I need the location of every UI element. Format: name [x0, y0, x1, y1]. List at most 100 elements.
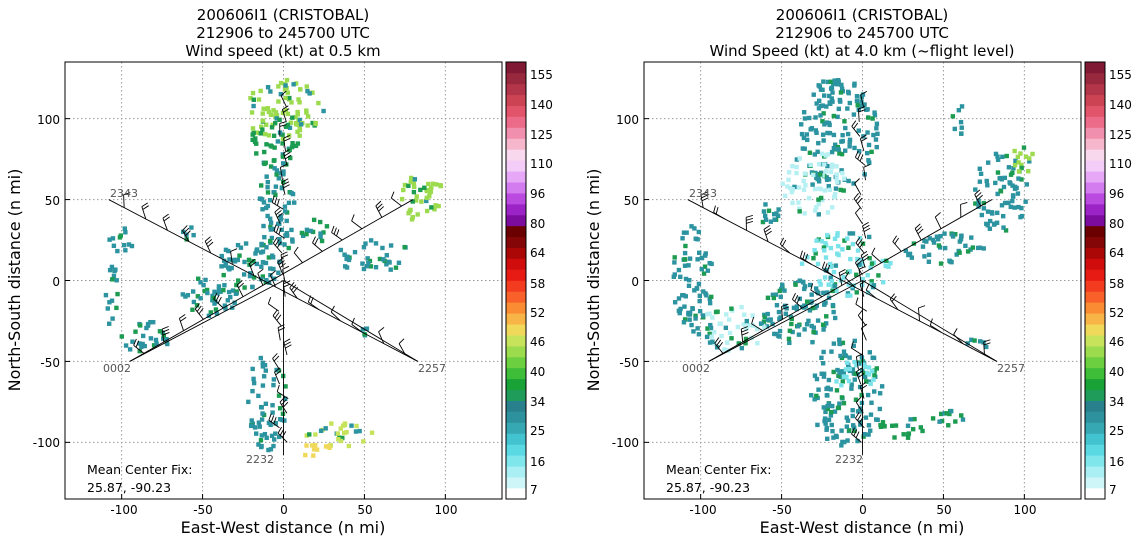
- wind-barb-staff: [283, 342, 288, 356]
- rain-cell: [816, 98, 822, 103]
- rain-cell: [341, 430, 347, 436]
- wind-barb-flag: [983, 342, 991, 346]
- wind-barb-staff: [378, 331, 385, 344]
- rain-cell: [834, 164, 839, 169]
- rain-cell: [401, 187, 406, 193]
- rain-cell: [697, 293, 703, 298]
- rain-cell: [847, 139, 852, 145]
- rain-cell: [260, 118, 266, 123]
- wind-barb-flag: [280, 90, 287, 96]
- rain-cell: [225, 298, 231, 303]
- rain-cell: [777, 334, 782, 339]
- rain-cell: [672, 272, 677, 277]
- wind-barb-staff: [857, 108, 860, 122]
- rain-cell: [735, 324, 741, 330]
- wind-barb-flag: [714, 337, 720, 344]
- rain-cell: [981, 246, 986, 251]
- rain-cell: [250, 284, 255, 290]
- colorbar-tick-label: 96: [1109, 187, 1124, 201]
- wind-barb-staff: [281, 109, 287, 123]
- rain-cell: [252, 425, 258, 430]
- rain-cell: [998, 189, 1004, 194]
- rain-cell: [189, 225, 194, 230]
- wind-barb-flag: [891, 295, 897, 302]
- rain-cell: [786, 170, 792, 175]
- rain-cell: [671, 274, 677, 280]
- rain-cell: [264, 174, 269, 179]
- wind-barb-flag: [855, 195, 861, 202]
- colorbar-tick-label: 52: [1109, 306, 1124, 320]
- rain-cell: [826, 417, 832, 423]
- rain-cell: [870, 368, 875, 374]
- rain-cell: [432, 207, 437, 212]
- wind-barb-flag: [276, 241, 282, 248]
- rain-cell: [699, 255, 705, 261]
- rain-cell: [262, 131, 268, 137]
- rain-cell: [310, 229, 316, 235]
- rain-cell: [1002, 200, 1008, 206]
- rain-cell: [686, 263, 691, 268]
- rain-cell: [865, 150, 870, 156]
- rain-cell: [805, 254, 810, 260]
- rain-cell: [148, 319, 153, 325]
- wind-barb-flag: [135, 340, 140, 348]
- rain-cell: [338, 426, 343, 431]
- x-tick-label: -50: [193, 503, 213, 517]
- rain-cell: [867, 350, 873, 355]
- rain-cell: [814, 204, 819, 210]
- rain-cell: [304, 84, 309, 89]
- rain-cell: [837, 401, 842, 406]
- rain-cell: [283, 83, 288, 88]
- wind-barb-flag: [217, 296, 222, 304]
- rain-cell: [317, 219, 323, 225]
- wind-barb-staff: [273, 230, 285, 239]
- rain-cell: [285, 233, 290, 238]
- wind-barb: [283, 134, 291, 152]
- colorbar-swatch: [1085, 236, 1105, 249]
- rain-cell: [835, 146, 840, 152]
- rain-cell: [762, 314, 767, 320]
- rain-cell: [846, 428, 852, 433]
- wind-barb-flag: [275, 209, 282, 216]
- wind-barb: [850, 341, 863, 356]
- rain-cell: [801, 187, 807, 192]
- rain-cell: [280, 152, 285, 157]
- colorbar: [505, 61, 527, 500]
- wind-barb: [279, 396, 289, 414]
- rain-cell: [271, 133, 277, 138]
- rain-cell: [264, 205, 269, 211]
- colorbar-tick-label: 110: [1109, 157, 1132, 171]
- wind-barb: [178, 314, 187, 331]
- rain-cell: [880, 280, 886, 285]
- rain-cell: [280, 132, 285, 137]
- wind-barb-staff: [236, 284, 244, 297]
- rain-cell: [816, 290, 821, 296]
- rain-cell: [880, 258, 886, 264]
- wind-barb-flag: [746, 217, 754, 221]
- rain-cell: [271, 377, 277, 382]
- wind-barb-staff: [277, 391, 289, 400]
- rain-cell: [687, 277, 692, 283]
- rain-cell: [831, 435, 836, 440]
- wind-barb-flag: [700, 191, 708, 196]
- wind-barb-flag: [179, 314, 186, 319]
- rain-cell: [794, 304, 800, 309]
- colorbar-swatch: [1085, 367, 1105, 380]
- rain-cell: [826, 184, 831, 189]
- rain-cell: [277, 221, 282, 226]
- rain-cell: [910, 426, 916, 432]
- rain-cell: [987, 218, 993, 224]
- wind-barb-flag: [198, 307, 204, 315]
- wind-barb-staff: [293, 252, 303, 263]
- wind-barb: [398, 338, 406, 356]
- rain-cell: [707, 260, 712, 266]
- rain-cell: [256, 420, 262, 425]
- rain-cell: [377, 256, 383, 262]
- rain-cell: [109, 264, 115, 270]
- rain-cell: [838, 353, 843, 359]
- wind-barb: [779, 237, 791, 254]
- rain-cell: [362, 332, 367, 337]
- wind-barb: [271, 195, 284, 210]
- rain-cell: [282, 87, 288, 92]
- rain-cell: [807, 150, 813, 155]
